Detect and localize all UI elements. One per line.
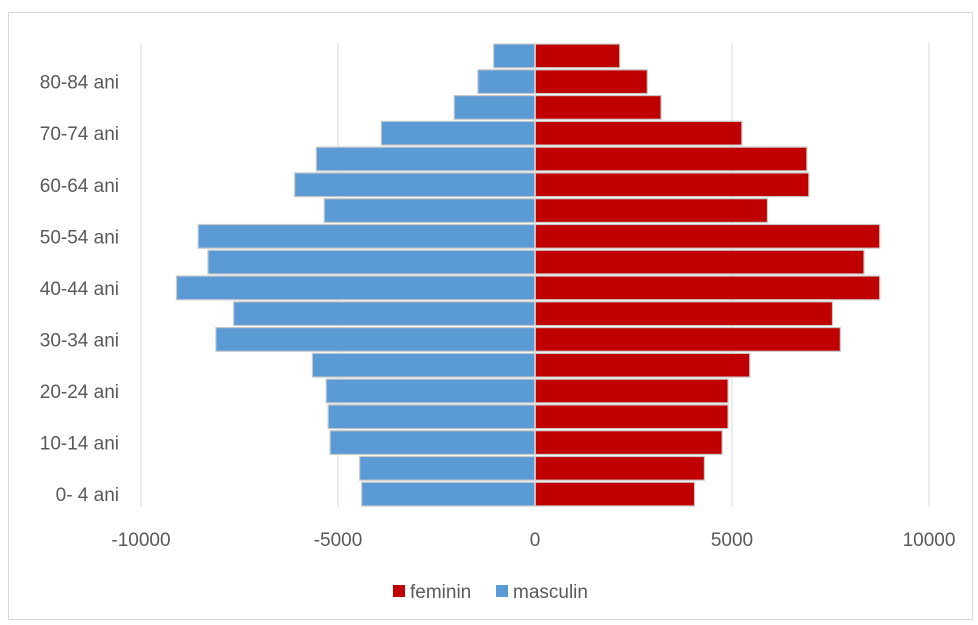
bar-feminin-2 — [534, 430, 723, 456]
y-tick-label-0: 0- 4 ani — [56, 485, 119, 506]
bar-masculin-3 — [327, 404, 536, 430]
bar-feminin-5 — [534, 352, 751, 378]
bar-feminin-12 — [534, 172, 810, 198]
bar-feminin-9 — [534, 249, 865, 275]
x-tick-label-3: 5000 — [711, 530, 753, 551]
y-tick-label-7: 70-74 ani — [40, 124, 119, 145]
bar-feminin-4 — [534, 378, 729, 404]
axes: -10000 -5000 0 5000 10000 0- 4 ani 10-14 ani 20… — [40, 43, 956, 551]
bar-feminin-7 — [534, 301, 834, 327]
bar-masculin-2 — [329, 430, 536, 456]
legend-swatch-masculin — [496, 585, 508, 597]
bar-masculin-9 — [207, 249, 536, 275]
bar-feminin-16 — [534, 69, 648, 95]
bar-feminin-17 — [534, 43, 621, 69]
bar-masculin-14 — [380, 120, 536, 146]
bar-masculin-6 — [215, 326, 536, 352]
bar-masculin-13 — [315, 146, 536, 172]
bar-masculin-16 — [477, 69, 536, 95]
legend-swatch-feminin — [393, 585, 405, 597]
legend-label-feminin: feminin — [410, 582, 471, 603]
bar-masculin-17 — [493, 43, 536, 69]
bar-feminin-13 — [534, 146, 808, 172]
bar-masculin-1 — [359, 455, 536, 481]
y-tick-label-3: 30-34 ani — [40, 330, 119, 351]
bar-masculin-10 — [197, 223, 536, 249]
x-tick-label-1: -5000 — [314, 530, 363, 551]
legend-label-masculin: masculin — [513, 582, 588, 603]
bar-feminin-0 — [534, 481, 696, 507]
bar-feminin-10 — [534, 223, 881, 249]
bar-feminin-3 — [534, 404, 729, 430]
bar-feminin-15 — [534, 94, 662, 120]
x-tick-label-0: -10000 — [111, 530, 170, 551]
legend: feminin masculin — [393, 582, 588, 603]
y-tick-label-8: 80-84 ani — [40, 73, 119, 94]
bar-feminin-6 — [534, 326, 841, 352]
bar-masculin-15 — [453, 94, 536, 120]
y-tick-label-4: 40-44 ani — [40, 279, 119, 300]
bar-feminin-1 — [534, 455, 706, 481]
bar-masculin-7 — [232, 301, 536, 327]
y-tick-label-1: 10-14 ani — [40, 434, 119, 455]
y-tick-label-5: 50-54 ani — [40, 227, 119, 248]
bar-masculin-11 — [323, 198, 536, 224]
y-tick-label-2: 20-24 ani — [40, 382, 119, 403]
bar-masculin-8 — [175, 275, 536, 301]
bars — [175, 43, 881, 507]
bar-masculin-4 — [325, 378, 536, 404]
bar-feminin-11 — [534, 198, 769, 224]
bar-masculin-12 — [294, 172, 536, 198]
x-tick-label-2: 0 — [530, 530, 541, 551]
bar-feminin-8 — [534, 275, 881, 301]
x-tick-label-4: 10000 — [903, 530, 956, 551]
bar-feminin-14 — [534, 120, 743, 146]
gridlines — [140, 43, 930, 507]
bar-masculin-0 — [361, 481, 536, 507]
bar-masculin-5 — [311, 352, 536, 378]
y-tick-label-6: 60-64 ani — [40, 176, 119, 197]
